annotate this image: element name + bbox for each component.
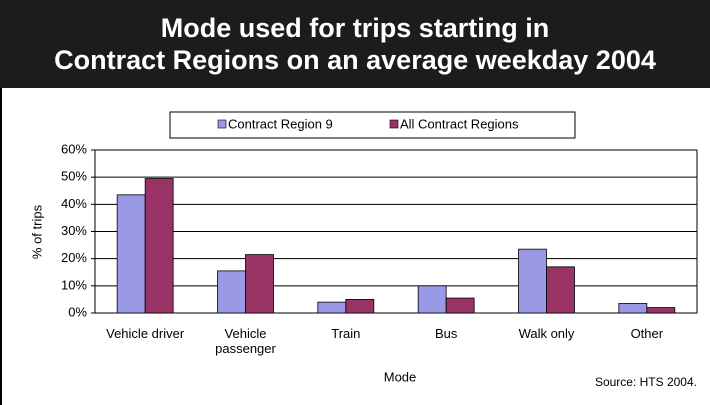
- y-axis-label: % of trips: [29, 204, 44, 259]
- x-tick-label: Other: [630, 326, 664, 341]
- legend-label: All Contract Regions: [400, 116, 519, 131]
- x-tick-label: Bus: [434, 326, 458, 341]
- x-tick-label: Vehicle passenger: [215, 326, 276, 356]
- legend-box: [169, 111, 576, 139]
- x-tick-label: Train: [331, 326, 361, 341]
- y-tick-label: 60%: [61, 141, 87, 156]
- legend-label: Contract Region 9: [228, 116, 333, 131]
- y-tick-label: 50%: [61, 169, 87, 184]
- bar: [546, 266, 575, 314]
- y-tick-label: 40%: [61, 196, 87, 211]
- bar: [518, 248, 547, 314]
- y-tick-label: 30%: [61, 223, 87, 238]
- header: Mode used for trips starting in Contract…: [0, 0, 710, 88]
- x-tick-label: Walk only: [518, 326, 575, 341]
- bar: [417, 285, 447, 314]
- bar: [646, 307, 676, 314]
- y-tick-label: 10%: [61, 277, 87, 292]
- bar: [618, 303, 648, 314]
- bar: [245, 254, 274, 314]
- bar: [345, 299, 375, 314]
- bar: [217, 270, 246, 314]
- x-axis-label: Mode: [384, 369, 417, 384]
- source: Source: HTS 2004.: [595, 375, 697, 389]
- bar: [317, 301, 347, 314]
- y-tick-label: 20%: [61, 250, 87, 265]
- title-line: Contract Regions on an average weekday 2…: [54, 45, 656, 75]
- bar: [116, 194, 146, 314]
- bar: [445, 297, 475, 314]
- title-line: Mode used for trips starting in: [160, 13, 550, 43]
- bar: [144, 178, 174, 314]
- y-tick-label: 0%: [68, 304, 87, 319]
- x-tick-label: Vehicle driver: [106, 326, 185, 341]
- legend-swatch: [217, 119, 227, 129]
- legend-swatch: [389, 119, 399, 129]
